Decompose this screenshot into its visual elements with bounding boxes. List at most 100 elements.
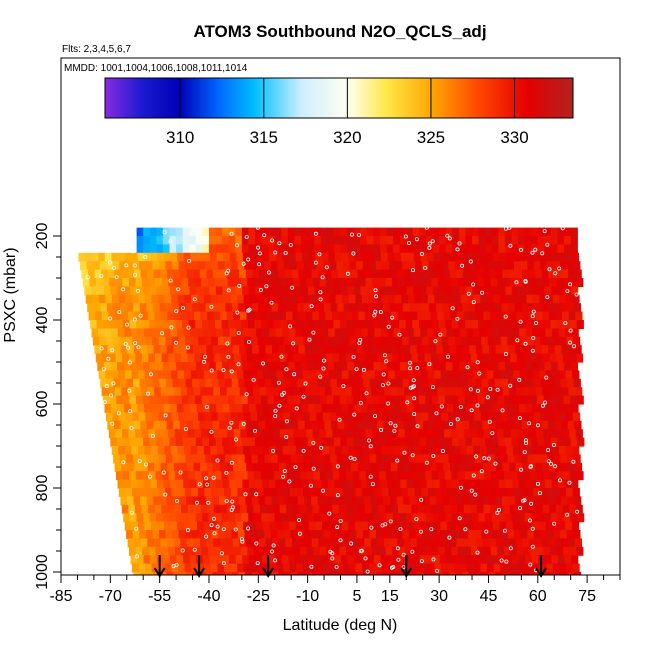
heatmap-cell [235, 286, 243, 296]
heatmap-cell [230, 294, 238, 304]
heatmap-cell [215, 227, 223, 237]
heatmap-cell [236, 404, 244, 413]
heatmap-cell [306, 353, 314, 363]
heatmap-cell [526, 446, 534, 455]
heatmap-cell [517, 513, 525, 523]
heatmap-cell [219, 496, 227, 506]
heatmap-cell [402, 378, 410, 388]
heatmap-cell [173, 345, 181, 355]
heatmap-cell [130, 479, 138, 489]
heatmap-cell [471, 320, 479, 329]
heatmap-cell [337, 496, 345, 506]
heatmap-cell [447, 412, 456, 422]
heatmap-cell [559, 294, 567, 304]
heatmap-cell [529, 311, 537, 321]
heatmap-cell [249, 252, 257, 262]
heatmap-cell [557, 555, 566, 565]
heatmap-cell [110, 437, 118, 447]
heatmap-cell [342, 488, 350, 497]
heatmap-cell [218, 261, 226, 271]
heatmap-cell [330, 572, 338, 575]
heatmap-cell [164, 370, 172, 380]
heatmap-cell [315, 446, 323, 455]
heatmap-cell [293, 278, 301, 287]
heatmap-cell [277, 336, 285, 346]
heatmap-cell [485, 437, 493, 447]
heatmap-cell [546, 563, 554, 573]
heatmap-cell [92, 294, 100, 304]
heatmap-cell [459, 286, 467, 296]
heatmap-cell [282, 252, 290, 262]
heatmap-cell [399, 227, 407, 237]
heatmap-cell [268, 244, 276, 254]
heatmap-cell [418, 546, 426, 556]
heatmap-cell [319, 429, 327, 439]
heatmap-cell [204, 563, 212, 573]
heatmap-cell [562, 311, 570, 321]
heatmap-cell [237, 488, 245, 497]
heatmap-cell [214, 546, 222, 556]
heatmap-cell [510, 278, 518, 287]
heatmap-cell [143, 555, 151, 565]
heatmap-cell [392, 513, 401, 523]
observation-point [270, 549, 275, 554]
heatmap-cell [361, 370, 369, 380]
observation-point [408, 385, 413, 390]
heatmap-cell [321, 479, 329, 489]
heatmap-cell [567, 420, 575, 430]
heatmap-cell [326, 471, 334, 481]
heatmap-cell [209, 286, 217, 296]
heatmap-cell [529, 504, 537, 514]
heatmap-cell [408, 294, 416, 304]
observation-point [277, 403, 282, 408]
heatmap-cell [400, 252, 408, 262]
heatmap-cell [411, 504, 419, 514]
heatmap-cell [98, 294, 107, 304]
x-tick-label: 15 [381, 588, 399, 605]
heatmap-cell [475, 303, 483, 313]
heatmap-cell [322, 446, 330, 455]
heatmap-cell [134, 538, 142, 548]
observation-point [438, 332, 443, 337]
x-tick-label: -40 [197, 588, 220, 605]
heatmap-cell [408, 563, 416, 573]
heatmap-cell [318, 345, 326, 355]
heatmap-cell [380, 362, 388, 371]
heatmap-cell [200, 311, 208, 321]
heatmap-cell [531, 286, 539, 296]
heatmap-cell [147, 345, 155, 355]
heatmap-cell [212, 269, 221, 279]
observation-point [269, 300, 274, 305]
heatmap-cell [192, 303, 200, 313]
heatmap-cell [141, 429, 149, 439]
heatmap-cell [148, 353, 156, 363]
heatmap-cell [422, 378, 430, 388]
heatmap-cell [531, 227, 539, 237]
heatmap-cell [320, 244, 328, 254]
heatmap-cell [268, 286, 276, 296]
heatmap-cell [424, 353, 432, 363]
heatmap-cell [519, 328, 527, 338]
heatmap-cell [183, 328, 191, 338]
heatmap-cell [480, 488, 488, 497]
heatmap-cell [413, 286, 421, 296]
heatmap-cell [480, 294, 488, 304]
heatmap-cell [138, 370, 146, 380]
heatmap-cell [199, 303, 207, 313]
heatmap-cell [180, 462, 188, 472]
heatmap-cell [241, 471, 249, 481]
heatmap-cell [127, 345, 135, 355]
heatmap-cell [518, 404, 526, 413]
heatmap-cell [330, 378, 338, 388]
observation-point [284, 434, 289, 439]
heatmap-cell [126, 496, 135, 506]
heatmap-cell [226, 311, 234, 321]
heatmap-cell [545, 328, 553, 338]
heatmap-cell [478, 227, 486, 237]
heatmap-cell [217, 488, 225, 497]
heatmap-cell [109, 278, 117, 287]
heatmap-cell [464, 353, 472, 363]
heatmap-cell [171, 563, 179, 573]
observation-point [221, 368, 226, 373]
y-tick-label: 1000 [34, 554, 51, 590]
